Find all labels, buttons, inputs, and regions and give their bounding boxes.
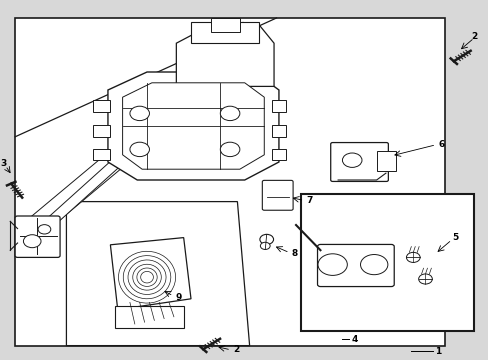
Polygon shape: [30, 95, 195, 229]
Circle shape: [220, 142, 239, 157]
Bar: [115, 306, 183, 328]
Circle shape: [259, 234, 273, 244]
FancyBboxPatch shape: [317, 244, 393, 287]
Polygon shape: [176, 25, 273, 86]
Circle shape: [130, 106, 149, 121]
Text: 7: 7: [305, 196, 312, 205]
Text: 2: 2: [470, 32, 476, 41]
Circle shape: [260, 242, 269, 249]
Text: 3: 3: [1, 159, 7, 168]
Circle shape: [342, 153, 361, 167]
Polygon shape: [169, 22, 256, 118]
Bar: [271, 100, 285, 112]
Text: 2: 2: [233, 346, 239, 354]
Text: 5: 5: [451, 233, 457, 242]
Bar: [271, 149, 285, 160]
Bar: [191, 22, 259, 43]
Circle shape: [317, 254, 346, 275]
Bar: [210, 18, 239, 32]
Polygon shape: [45, 102, 185, 226]
Bar: [271, 125, 285, 137]
Text: 9: 9: [175, 292, 182, 302]
Text: 6: 6: [437, 140, 444, 149]
FancyBboxPatch shape: [330, 143, 387, 181]
Circle shape: [130, 142, 149, 157]
Bar: [300, 194, 473, 331]
Circle shape: [418, 274, 431, 284]
Circle shape: [38, 225, 51, 234]
Bar: [15, 18, 444, 346]
Bar: [93, 100, 110, 112]
Polygon shape: [108, 72, 278, 180]
Circle shape: [23, 235, 41, 248]
FancyBboxPatch shape: [262, 180, 292, 210]
Circle shape: [406, 252, 419, 262]
Bar: [376, 151, 395, 171]
Bar: [93, 149, 110, 160]
Bar: [93, 125, 110, 137]
Polygon shape: [122, 83, 264, 169]
FancyBboxPatch shape: [15, 216, 60, 257]
Polygon shape: [178, 27, 248, 117]
Text: 8: 8: [290, 249, 297, 258]
Circle shape: [360, 255, 387, 275]
Polygon shape: [110, 238, 191, 310]
Circle shape: [220, 106, 239, 121]
Text: 4: 4: [350, 335, 357, 343]
Text: 1: 1: [434, 346, 441, 356]
